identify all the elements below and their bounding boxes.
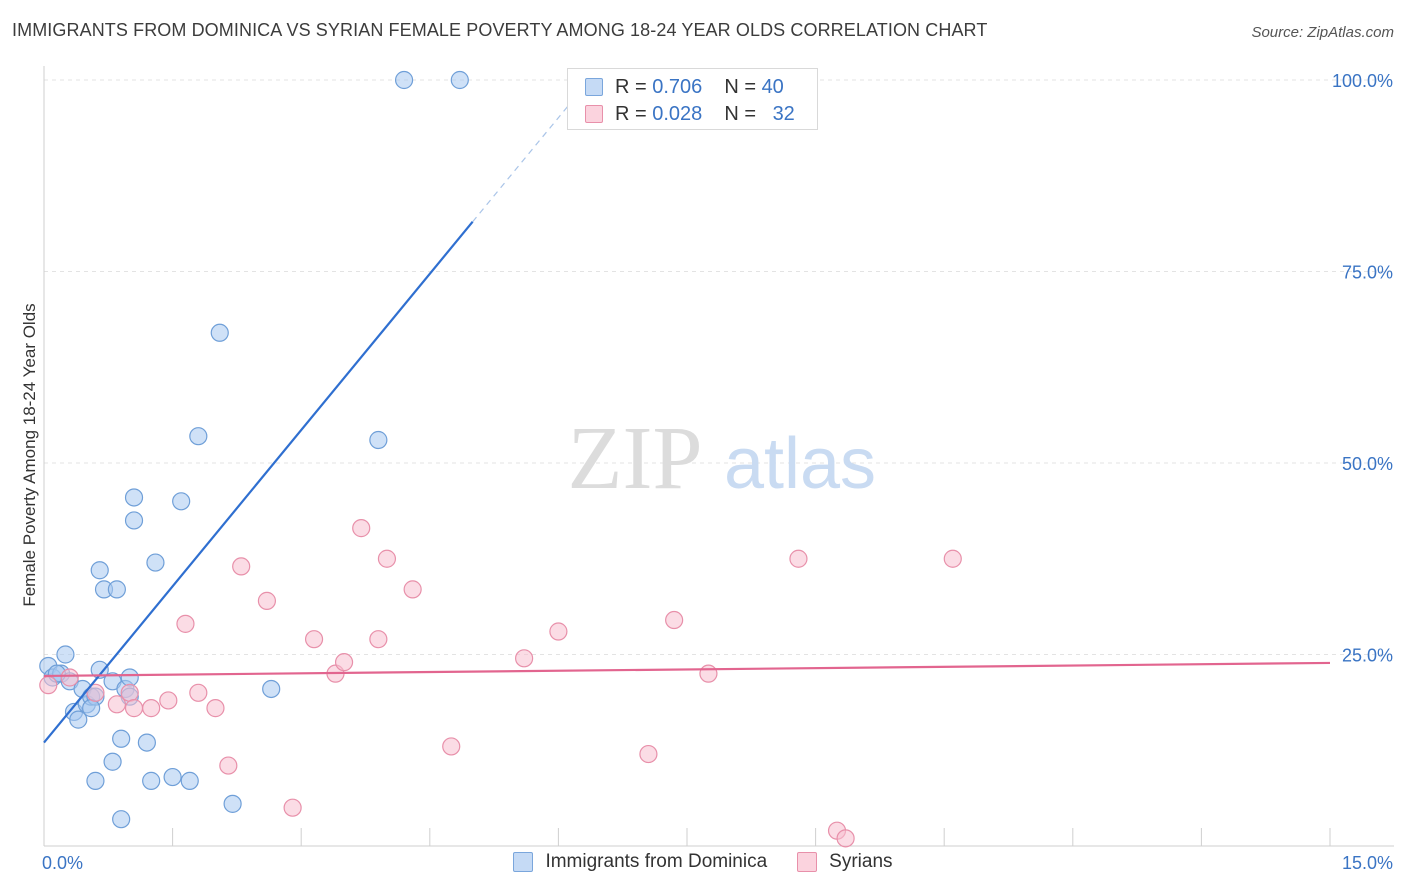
axes	[43, 66, 1394, 847]
dominica-point	[56, 645, 75, 664]
syrians-point	[39, 676, 58, 695]
syrians-point	[219, 756, 238, 775]
dominica-point	[262, 679, 281, 699]
dominica-point	[210, 323, 229, 342]
series-legend: Immigrants from Dominica Syrians	[0, 851, 1406, 873]
series-legend-item-syrians[interactable]: Syrians	[797, 851, 893, 873]
legend-swatch-syrians	[585, 105, 603, 123]
syrians-point	[304, 630, 324, 649]
legend-swatch-dominica	[585, 78, 603, 96]
tick-labels: 25.0% 50.0% 75.0% 100.0% 0.0% 15.0%	[42, 71, 1393, 873]
syrians-point	[943, 549, 962, 568]
syrians-point	[836, 829, 855, 848]
dominica-point	[394, 70, 414, 90]
syrians-point	[352, 519, 371, 538]
dominica-point	[103, 752, 122, 771]
legend-r-label: R =	[615, 102, 653, 125]
legend-r-label: R =	[615, 75, 653, 98]
syrians-point	[665, 610, 684, 630]
watermark-zip: ZIP	[568, 409, 703, 508]
syrians-point	[60, 668, 79, 687]
dominica-point	[107, 580, 126, 599]
y-tick-label: 25.0%	[1342, 646, 1393, 666]
dominica-point	[124, 488, 144, 507]
dominica-point	[90, 660, 109, 679]
dominica-point	[124, 511, 144, 530]
dominica-point	[82, 699, 101, 718]
dominica-point	[163, 767, 182, 787]
dominica-point	[369, 430, 388, 450]
dominica-trend-extension	[472, 96, 577, 223]
syrians-point	[789, 549, 808, 568]
syrians-point	[189, 683, 208, 702]
legend-n-label: N =	[724, 75, 762, 98]
dominica-point	[142, 771, 161, 790]
syrians-point	[124, 699, 144, 718]
dominica-point	[223, 794, 242, 813]
dominica-point	[450, 70, 469, 90]
syrians-point	[283, 798, 302, 817]
dominica-point	[69, 710, 88, 729]
syrians-point	[142, 699, 161, 718]
syrians-point	[549, 622, 568, 641]
syrians-point	[107, 695, 126, 714]
dominica-point	[112, 810, 131, 829]
dominica-point	[180, 771, 199, 790]
series-swatch-syrians	[797, 852, 818, 872]
y-tick-label: 50.0%	[1342, 454, 1393, 474]
dominica-point	[137, 733, 156, 752]
legend-row-dominica: R = 0.706 N = 40	[585, 75, 784, 99]
dominica-point	[189, 427, 208, 446]
chart-title: IMMIGRANTS FROM DOMINICA VS SYRIAN FEMAL…	[12, 20, 988, 40]
syrians-point	[86, 683, 105, 702]
legend-n-label: N =	[724, 102, 762, 125]
series-legend-label: Syrians	[829, 851, 893, 872]
legend-r-value: 0.028	[652, 102, 703, 125]
y-tick-label: 75.0%	[1342, 263, 1393, 283]
dominica-point	[90, 561, 109, 580]
legend-r-value: 0.706	[652, 75, 703, 98]
syrians-point	[442, 737, 461, 756]
dominica-point	[120, 668, 139, 687]
syrians-point	[159, 691, 178, 710]
syrians-trend-line	[43, 661, 1331, 678]
legend-row-syrians: R = 0.028 N = 32	[585, 102, 795, 126]
series-swatch-dominica	[513, 852, 534, 872]
syrians-point	[257, 591, 277, 610]
syrians-point	[232, 557, 251, 576]
x-tick-label: 15.0%	[1342, 853, 1393, 873]
series-legend-item-dominica[interactable]: Immigrants from Dominica	[513, 851, 767, 873]
syrians-point	[120, 683, 139, 702]
syrians-point	[639, 744, 658, 764]
dominica-trend-line	[43, 221, 474, 744]
syrians-point	[515, 649, 534, 668]
source-label: Source: ZipAtlas.com	[1251, 24, 1394, 41]
x-tick-label: 0.0%	[42, 853, 83, 873]
legend-n-value: 32	[772, 102, 795, 125]
syrians-point	[699, 664, 718, 683]
dominica-point	[172, 492, 191, 511]
syrians-point	[403, 580, 422, 599]
series-legend-label: Immigrants from Dominica	[545, 851, 768, 872]
syrians-point	[369, 630, 388, 649]
legend-n-value: 40	[761, 75, 784, 98]
syrians-point	[176, 614, 195, 633]
dominica-point	[146, 553, 165, 572]
dominica-point	[112, 729, 131, 748]
correlation-legend: R = 0.706 N = 40 R = 0.028 N = 32	[567, 68, 818, 130]
syrians-point	[334, 653, 354, 672]
syrians-point	[377, 549, 397, 568]
watermark-atlas: atlas	[724, 424, 876, 504]
trend-lines	[43, 96, 1331, 744]
data-points	[39, 70, 962, 848]
y-tick-label: 100.0%	[1332, 71, 1393, 91]
dominica-point	[86, 771, 105, 790]
syrians-point	[206, 699, 225, 718]
